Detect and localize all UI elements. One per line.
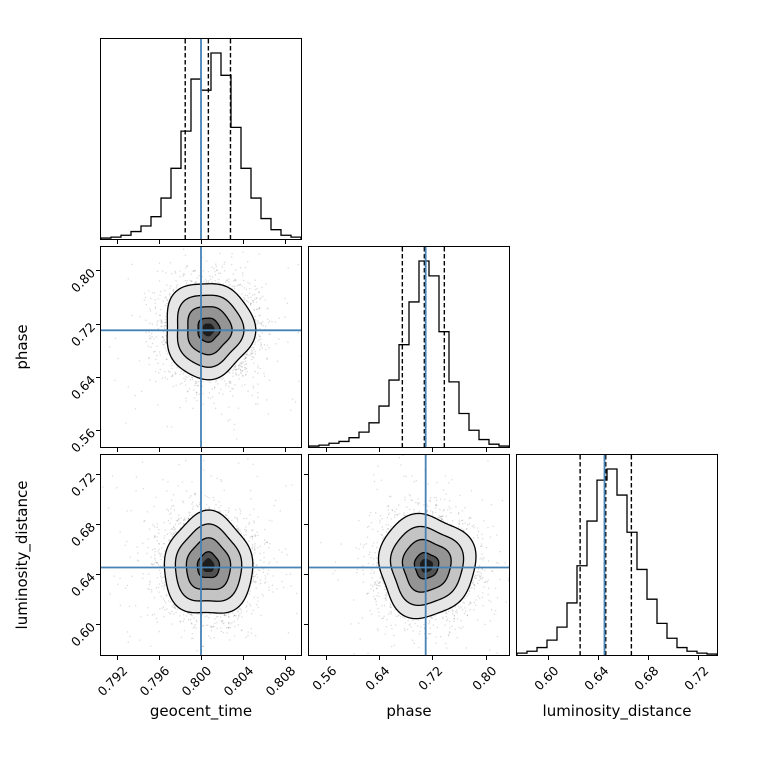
tick-mark [116,448,118,452]
tick-label-text: 0.808 [262,663,299,699]
tick-mark [648,656,650,660]
hist-canvas-phase [309,247,509,447]
tick-mark [201,448,202,452]
x-axis-title-luminosity-distance: luminosity_distance [542,702,692,720]
tick-mark [432,656,434,660]
x-axis-title-geocent-time: geocent_time [149,702,253,720]
tick-label-text: 0.800 [178,663,215,699]
joint-canvas-geocent-time-luminosity-distance [101,455,301,655]
tick-mark [243,656,245,660]
joint-canvas-phase-luminosity-distance [309,455,509,655]
tick-mark [243,448,245,452]
tick-label-text: 0.72 [68,469,99,500]
tick-label-text: 0.80 [468,663,500,694]
joint-canvas-geocent-time-phase [101,247,301,447]
tick-mark [96,623,100,625]
tick-mark [304,573,308,575]
tick-mark [285,656,287,660]
tick-mark [96,430,100,432]
hist-panel-luminosity-distance [516,454,718,656]
tick-mark [285,240,287,244]
tick-label-text: 0.60 [68,619,99,650]
tick-label-text: 0.64 [581,663,612,694]
joint-panel-geocent-time-phase [100,246,302,448]
tick-label-text: 0.60 [531,663,562,694]
tick-label-text: 0.796 [136,663,173,699]
tick-mark [201,656,202,660]
tick-label-text: 0.72 [68,318,99,350]
tick-label-text: 0.56 [308,663,340,694]
joint-panel-phase-luminosity-distance [308,454,510,656]
joint-panel-geocent-time-luminosity-distance [100,454,302,656]
x-axis-title-phase: phase [386,702,432,720]
tick-mark [96,270,100,272]
tick-label-text: 0.56 [68,425,99,456]
tick-mark [96,377,100,378]
tick-mark [379,656,380,660]
tick-mark [96,473,100,475]
tick-mark [379,448,380,452]
tick-mark [116,656,118,660]
hist-canvas-luminosity-distance [517,455,717,655]
tick-label-text: 0.72 [415,663,446,694]
tick-label-text: 0.804 [220,663,257,699]
tick-mark [698,656,700,660]
tick-label-text: 0.68 [68,519,99,550]
tick-mark [158,240,160,244]
tick-mark [158,448,160,452]
tick-mark [158,656,160,660]
tick-mark [598,656,600,660]
tick-mark [304,523,308,525]
tick-mark [285,448,287,452]
tick-mark [485,448,487,452]
tick-mark [304,473,308,475]
tick-mark [325,448,327,452]
tick-mark [96,323,100,325]
tick-mark [485,656,487,660]
tick-label-text: 0.68 [631,663,662,694]
tick-label-text: 0.64 [68,569,99,600]
y-axis-title-phase: phase [13,324,31,370]
tick-mark [304,623,308,625]
tick-mark [116,240,118,244]
y-axis-title-luminosity-distance: luminosity_distance [13,480,31,630]
tick-label-text: 0.80 [68,265,99,296]
hist-panel-phase [308,246,510,448]
tick-mark [201,240,202,244]
tick-mark [548,656,550,660]
tick-label-text: 0.792 [94,663,131,699]
hist-canvas-geocent-time [101,39,301,239]
tick-label-text: 0.64 [68,372,99,403]
tick-label-text: 0.72 [681,663,712,694]
hist-panel-geocent-time [100,38,302,240]
tick-mark [96,523,100,525]
tick-mark [432,448,434,452]
tick-mark [325,656,327,660]
tick-label-text: 0.64 [362,663,393,694]
tick-mark [96,573,100,575]
tick-mark [243,240,245,244]
